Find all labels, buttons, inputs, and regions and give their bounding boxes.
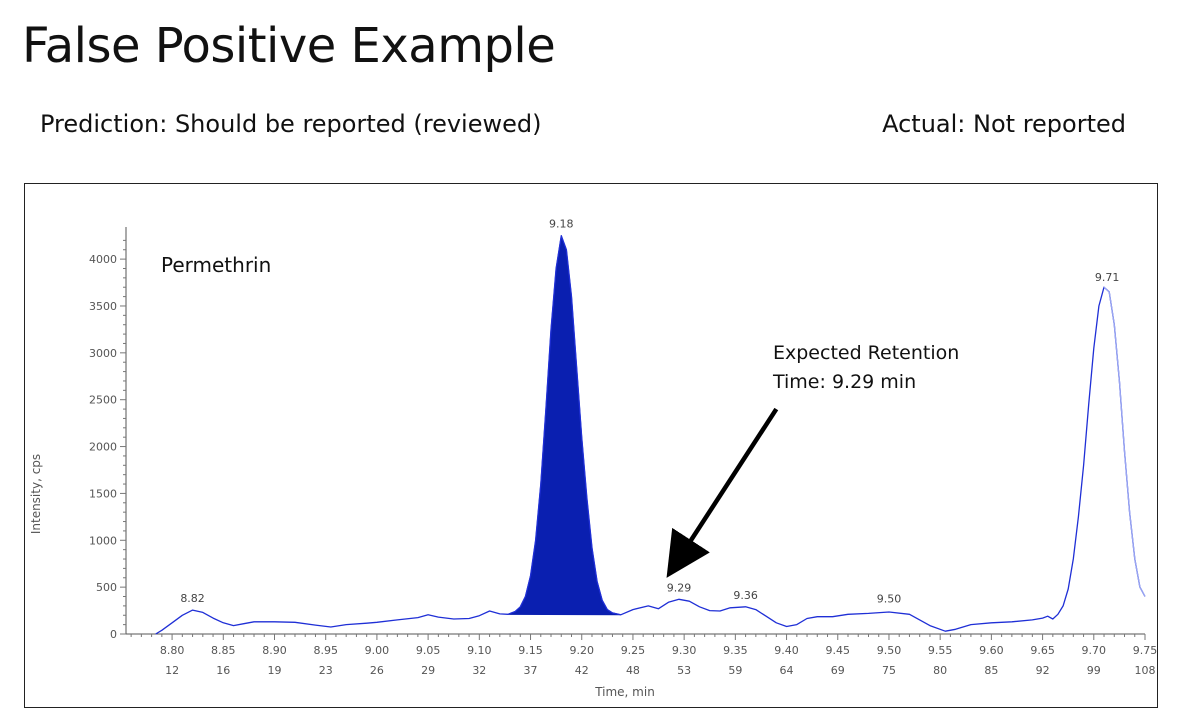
peak-label: 8.82 [180,592,205,605]
x-tick-label: 9.00 [365,644,390,657]
scan-tick-label: 12 [165,664,179,677]
scan-tick-label: 80 [933,664,947,677]
peak-label: 9.29 [667,581,692,594]
chromatogram-tail-line [1104,287,1145,596]
annotation-arrow [674,409,776,566]
x-tick-label: 9.40 [774,644,799,657]
y-tick-label: 0 [110,628,117,641]
x-tick-label: 9.70 [1082,644,1107,657]
scan-tick-label: 26 [370,664,384,677]
y-tick-label: 4000 [89,253,117,266]
x-tick-label: 8.95 [313,644,338,657]
y-tick-label: 2000 [89,441,117,454]
scan-tick-label: 85 [984,664,998,677]
actual-text: Actual: Not reported [882,110,1126,138]
scan-tick-label: 69 [831,664,845,677]
x-tick-label: 9.75 [1133,644,1157,657]
x-tick-label: 9.10 [467,644,492,657]
peak-label: 9.36 [733,589,758,602]
peak-label: 9.71 [1095,271,1120,284]
scan-tick-label: 48 [626,664,640,677]
x-tick-label: 9.35 [723,644,748,657]
x-tick-label: 9.45 [826,644,851,657]
x-tick-label: 9.20 [569,644,594,657]
x-tick-label: 8.90 [262,644,287,657]
scan-tick-label: 92 [1036,664,1050,677]
scan-tick-label: 16 [216,664,230,677]
scan-tick-label: 32 [472,664,486,677]
peak-labels: 8.82 9.18 9.29 9.36 9.50 9.71 [180,218,1119,606]
integrated-peak-fill [508,236,621,615]
scan-tick-label: 37 [524,664,538,677]
x-tick-label: 9.65 [1030,644,1055,657]
axes: 0 500 1000 1500 2000 2500 3000 3500 4000 8.80 12 8.… [89,227,1157,677]
x-tick-label: 9.25 [621,644,646,657]
y-tick-label: 1500 [89,487,117,500]
annotation-line-1: Expected Retention [773,342,959,364]
compound-label: Permethrin [161,253,271,277]
x-axis-title: Time, min [594,685,655,699]
x-tick-label: 9.30 [672,644,697,657]
annotation-line-2: Time: 9.29 min [772,371,916,393]
y-tick-label: 2500 [89,394,117,407]
chromatogram-line [156,236,1145,634]
scan-tick-label: 99 [1087,664,1101,677]
x-tick-label: 8.85 [211,644,236,657]
x-tick-label: 9.60 [979,644,1004,657]
x-tick-label: 8.80 [160,644,185,657]
peak-label: 9.50 [877,593,902,606]
y-tick-label: 500 [96,581,117,594]
y-tick-label: 3500 [89,300,117,313]
scan-tick-label: 23 [319,664,333,677]
scan-tick-label: 75 [882,664,896,677]
chromatogram-chart: 0 500 1000 1500 2000 2500 3000 3500 4000 8.80 12 8.… [25,184,1157,707]
scan-tick-label: 59 [728,664,742,677]
x-tick-label: 9.55 [928,644,953,657]
y-tick-label: 1000 [89,534,117,547]
scan-tick-label: 42 [575,664,589,677]
x-tick-label: 9.15 [518,644,543,657]
scan-tick-label: 29 [421,664,435,677]
x-tick-label: 9.05 [416,644,441,657]
scan-tick-label: 19 [267,664,281,677]
peak-label: 9.18 [549,218,574,231]
y-axis-title: Intensity, cps [29,454,43,534]
prediction-text: Prediction: Should be reported (reviewed… [40,110,541,138]
y-tick-label: 3000 [89,347,117,360]
scan-tick-label: 64 [780,664,794,677]
series [156,236,1145,634]
scan-tick-label: 108 [1135,664,1156,677]
scan-tick-label: 53 [677,664,691,677]
slide-title: False Positive Example [22,18,555,74]
chart-frame: 0 500 1000 1500 2000 2500 3000 3500 4000 8.80 12 8.… [24,183,1158,708]
x-tick-label: 9.50 [877,644,902,657]
